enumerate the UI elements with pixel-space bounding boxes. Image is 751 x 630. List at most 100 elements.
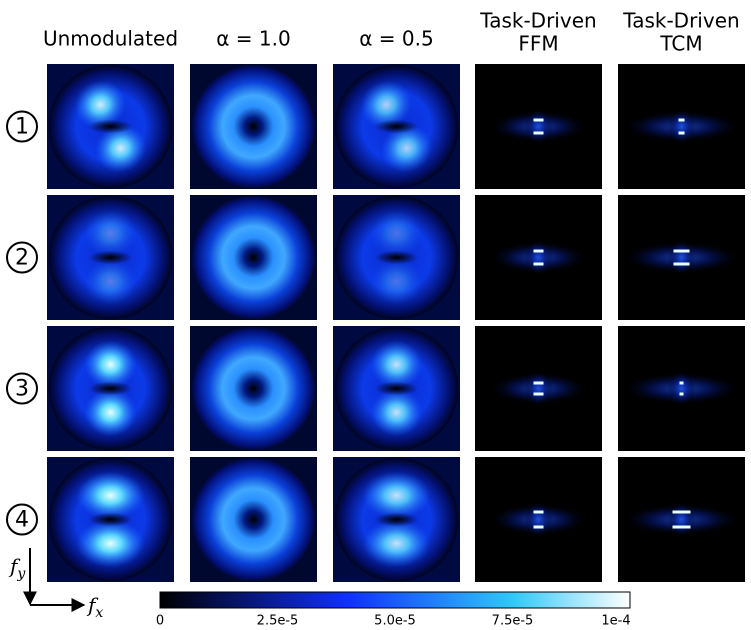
highlight	[678, 131, 685, 135]
highlight	[533, 131, 544, 135]
center-dark	[374, 512, 419, 527]
ring	[191, 326, 316, 451]
column-header: α = 0.5	[359, 27, 433, 51]
column-header: TCM	[659, 32, 702, 56]
panel	[618, 64, 745, 189]
lobe	[76, 519, 145, 568]
panel	[47, 195, 174, 320]
ring	[191, 195, 316, 320]
lobes	[74, 80, 147, 173]
column-header: Task-Driven	[479, 9, 596, 33]
panels	[47, 64, 745, 582]
lobe	[84, 209, 137, 258]
colorbar-tick-label: 0	[156, 614, 164, 629]
panel	[47, 457, 174, 582]
panel	[190, 457, 317, 582]
column-header: α = 1.0	[216, 27, 290, 51]
highlight	[533, 392, 544, 396]
panel	[618, 457, 745, 582]
lobe	[370, 340, 423, 389]
glow	[524, 370, 553, 407]
panel	[618, 326, 745, 451]
colorbar	[159, 591, 631, 609]
panel	[333, 195, 460, 320]
highlight	[673, 262, 690, 266]
fx-label: fx	[86, 593, 103, 621]
lobes	[360, 80, 433, 173]
center-dark	[374, 381, 419, 396]
panel	[333, 64, 460, 189]
row-circle	[6, 110, 38, 143]
glow	[667, 239, 696, 276]
column-header: Unmodulated	[43, 27, 178, 51]
panel	[47, 64, 174, 189]
lobe	[370, 388, 423, 437]
highlight	[533, 381, 544, 385]
highlight	[672, 510, 691, 514]
panel	[333, 457, 460, 582]
lobe	[380, 123, 433, 173]
row-label: 3	[15, 377, 29, 402]
panel	[475, 457, 602, 582]
row-label: 1	[15, 115, 29, 140]
lobe	[370, 209, 423, 258]
colorbar-tick-label: 5.0e-5	[374, 614, 416, 629]
glow	[524, 239, 553, 276]
highlight	[533, 525, 544, 529]
lobe	[362, 519, 431, 568]
highlight	[678, 118, 685, 122]
panel	[47, 326, 174, 451]
colorbar-tick-label: 1e-4	[601, 614, 630, 629]
lobe	[362, 471, 431, 520]
panel	[475, 326, 602, 451]
lobe	[76, 471, 145, 520]
fy-label: fy	[8, 554, 26, 582]
highlight	[673, 249, 690, 253]
center-dark	[88, 119, 133, 134]
center-dark	[374, 119, 419, 134]
column-header: Task-Driven	[622, 9, 739, 33]
row-circle	[6, 241, 38, 274]
row-label: 2	[15, 246, 29, 271]
lobes	[370, 340, 423, 437]
center-dark	[88, 250, 133, 265]
lobe	[84, 257, 137, 306]
ring	[191, 457, 316, 582]
lobe	[94, 123, 147, 173]
colorbar-tick-label: 7.5e-5	[492, 614, 534, 629]
highlight	[533, 249, 544, 253]
lobes	[84, 209, 137, 306]
highlight	[533, 510, 544, 514]
labels: Unmodulated α = 1.0 α = 0.5Task-DrivenFFMT…	[6, 9, 740, 629]
panel	[475, 64, 602, 189]
lobes	[362, 471, 431, 568]
center-dark	[88, 381, 133, 396]
lobes	[84, 340, 137, 437]
lobes	[370, 209, 423, 306]
glow	[667, 501, 696, 538]
highlight	[679, 392, 684, 396]
center-dark	[374, 250, 419, 265]
glow	[667, 370, 696, 407]
colorbar-tick-label: 2.5e-5	[257, 614, 299, 629]
ring	[191, 64, 316, 189]
panel	[618, 195, 745, 320]
center-dark	[88, 512, 133, 527]
highlight	[533, 262, 544, 266]
column-header: FFM	[518, 32, 558, 56]
lobe	[84, 340, 137, 389]
lobe	[360, 80, 413, 130]
highlight	[679, 381, 684, 385]
panel	[190, 326, 317, 451]
row-circle	[6, 503, 38, 536]
panel	[475, 195, 602, 320]
lobe	[74, 80, 127, 130]
row-circle	[6, 372, 38, 405]
lobes	[76, 471, 145, 568]
highlight	[533, 118, 544, 122]
highlight	[672, 525, 691, 529]
panel	[190, 64, 317, 189]
glow	[524, 501, 553, 538]
panel	[190, 195, 317, 320]
